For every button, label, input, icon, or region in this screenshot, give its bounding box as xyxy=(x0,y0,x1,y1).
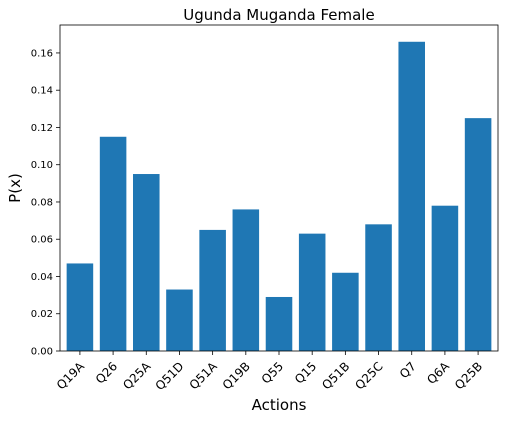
bar-q6a xyxy=(431,205,459,351)
bar-q51b xyxy=(332,272,359,351)
bars-layer xyxy=(66,41,492,352)
y-tick-label: 0.08 xyxy=(31,197,53,208)
bar-q26 xyxy=(99,136,127,351)
y-tick-label: 0.02 xyxy=(31,309,53,320)
chart-title: Ugunda Muganda Female xyxy=(183,6,374,24)
y-tick-label: 0.04 xyxy=(31,272,53,283)
bar-q19b xyxy=(232,209,260,351)
bar-q15 xyxy=(298,233,326,351)
y-axis-label: P(x) xyxy=(6,173,24,203)
bar-q7 xyxy=(398,41,425,352)
bar-q55 xyxy=(265,296,293,351)
bar-q51a xyxy=(199,229,226,351)
y-axis-ticks: 0.00 0.02 0.04 0.06 0.08 0.10 0.12 0.14 0.16 xyxy=(31,48,60,358)
bar-q51d xyxy=(166,289,193,351)
y-tick-label: 0.00 xyxy=(31,347,53,358)
y-tick-label: 0.06 xyxy=(31,235,53,246)
bar-q25c xyxy=(365,224,392,351)
plot-frame xyxy=(59,24,499,352)
bar-q19a xyxy=(66,263,94,351)
bar-q25a xyxy=(133,174,160,351)
x-axis-label: Actions xyxy=(252,396,307,414)
y-tick-label: 0.10 xyxy=(31,160,53,171)
y-tick-label: 0.14 xyxy=(31,86,53,97)
bar-q25b xyxy=(464,118,492,351)
y-tick-label: 0.12 xyxy=(31,123,53,134)
y-tick-label: 0.16 xyxy=(31,48,53,59)
